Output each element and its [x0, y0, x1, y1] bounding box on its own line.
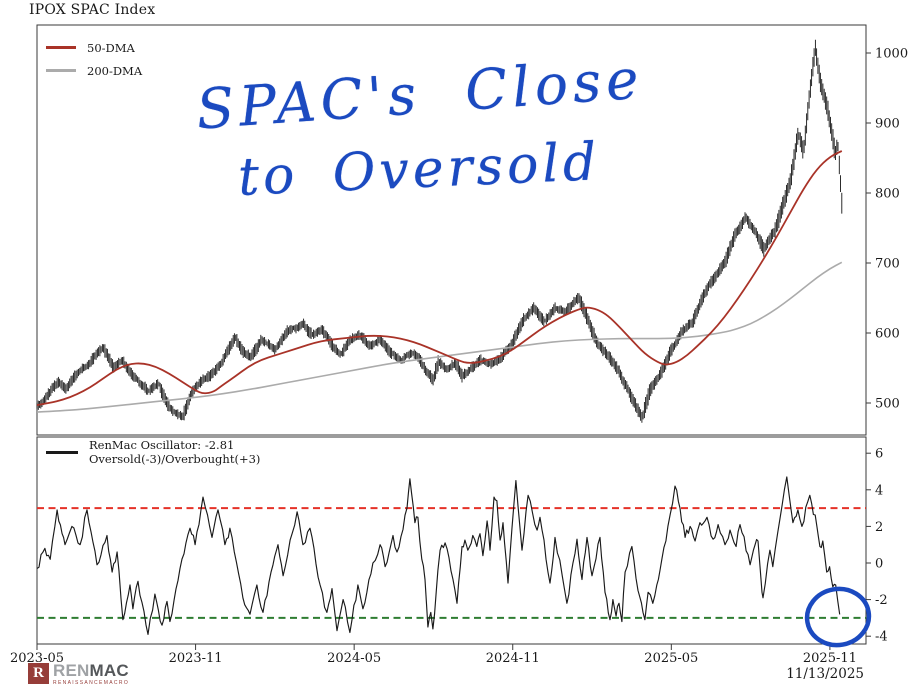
renmac-logo-subtitle: RENAISSANCEMACRO	[53, 680, 130, 686]
oscillator-y-tick-label: -4	[875, 630, 888, 645]
renmac-logo-name: RENMAC	[53, 661, 129, 680]
price-y-tick-label: 500	[875, 397, 900, 412]
renmac-logo-mark-icon: R	[28, 663, 49, 684]
oscillator-y-tick-label: 4	[875, 483, 883, 498]
price-legend: 50-DMA 200-DMA	[46, 36, 142, 82]
oscillator-y-tick-label: -2	[875, 593, 888, 608]
oscillator-legend-text: RenMac Oscillator: -2.81 Oversold(-3)/Ov…	[89, 438, 261, 466]
price-y-tick-label: 800	[875, 187, 900, 202]
legend-item-200dma: 200-DMA	[46, 59, 142, 82]
x-tick-label: 2025-05	[644, 651, 698, 666]
oscillator-legend: RenMac Oscillator: -2.81 Oversold(-3)/Ov…	[46, 438, 261, 466]
oscillator-y-tick-label: 2	[875, 520, 883, 535]
legend-item-50dma: 50-DMA	[46, 36, 142, 59]
oscillator-line-swatch-icon	[46, 451, 78, 454]
x-tick-label: 2024-05	[327, 651, 381, 666]
renmac-logo: R RENMAC RENAISSANCEMACRO	[28, 661, 130, 686]
50dma-line-swatch-icon	[46, 46, 76, 49]
50dma-line	[36, 150, 843, 406]
oscillator-panel-frame	[36, 436, 867, 645]
x-tick-label: 2023-11	[169, 651, 223, 666]
renmac-logo-text: RENMAC RENAISSANCEMACRO	[53, 661, 130, 686]
x-tick-label: 2023-05	[10, 651, 64, 666]
200dma-line	[36, 261, 843, 413]
oscillator-y-tick-label: 6	[875, 447, 883, 462]
oscillator-legend-line-1: RenMac Oscillator: -2.81	[89, 438, 235, 452]
price-y-tick-label: 600	[875, 327, 900, 342]
price-y-tick-label: 700	[875, 257, 900, 272]
legend-label-200dma: 200-DMA	[87, 63, 143, 78]
x-tick-label: 2025-11	[803, 651, 857, 666]
200dma-line-swatch-icon	[46, 69, 76, 72]
date-stamp: 11/13/2025	[786, 666, 864, 682]
oscillator-legend-line-2: Oversold(-3)/Overbought(+3)	[89, 451, 261, 466]
price-y-tick-label: 900	[875, 117, 900, 132]
legend-label-50dma: 50-DMA	[87, 40, 135, 55]
x-tick-label: 2024-11	[486, 651, 540, 666]
price-y-tick-label: 1000	[875, 47, 908, 62]
price-panel-frame	[36, 24, 867, 436]
oscillator-y-tick-label: 0	[875, 557, 883, 572]
highlight-circle	[804, 586, 872, 648]
chart-title: IPOX SPAC Index	[29, 2, 156, 18]
oscillator-line	[36, 476, 841, 635]
